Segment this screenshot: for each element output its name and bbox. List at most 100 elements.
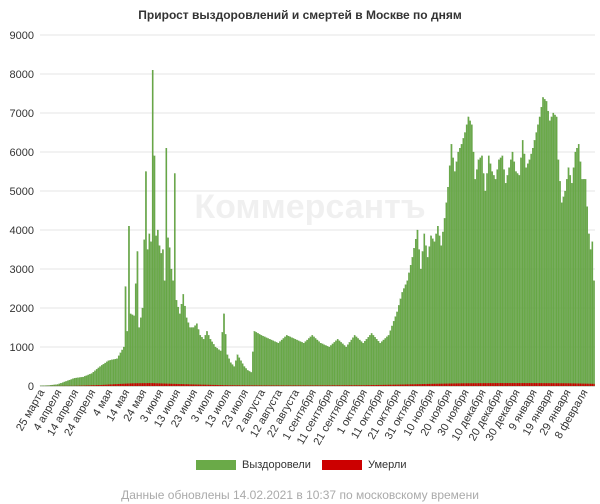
bar-recovered bbox=[331, 343, 334, 387]
y-tick-label: 2000 bbox=[10, 303, 34, 315]
bar-recovered bbox=[60, 383, 62, 387]
bar-recovered bbox=[562, 196, 565, 387]
bar-died bbox=[550, 383, 553, 386]
legend-item-recovered[interactable]: Выздоровели bbox=[196, 459, 311, 471]
bar-recovered bbox=[269, 339, 271, 387]
bar-recovered bbox=[75, 377, 78, 387]
bar-died bbox=[221, 385, 224, 386]
bar-recovered bbox=[477, 159, 480, 387]
bar-died bbox=[377, 384, 380, 386]
bar-died bbox=[571, 383, 573, 386]
bar-died bbox=[172, 383, 174, 386]
bar-died bbox=[241, 385, 244, 386]
bar-died bbox=[477, 383, 480, 386]
bar-recovered bbox=[148, 233, 151, 387]
bar-recovered bbox=[447, 187, 449, 387]
bar-recovered bbox=[460, 144, 463, 387]
bar-died bbox=[428, 383, 431, 386]
bar-died bbox=[277, 385, 280, 386]
bar-died bbox=[350, 385, 352, 386]
bar-recovered bbox=[386, 336, 388, 387]
bar-died bbox=[243, 385, 246, 386]
bar-recovered bbox=[584, 179, 587, 387]
bar-died bbox=[432, 383, 434, 386]
bar-recovered bbox=[89, 374, 91, 387]
bar-recovered bbox=[557, 159, 560, 387]
bar-died bbox=[586, 383, 588, 386]
bar-recovered bbox=[377, 341, 380, 387]
bar-died bbox=[325, 385, 327, 386]
bar-died bbox=[167, 383, 169, 386]
bar-died bbox=[352, 385, 354, 386]
bar-died bbox=[535, 383, 537, 386]
bar-died bbox=[320, 385, 322, 386]
bar-recovered bbox=[326, 346, 329, 387]
bar-died bbox=[109, 384, 111, 386]
bar-recovered bbox=[528, 159, 531, 387]
bar-died bbox=[564, 383, 566, 386]
bar-recovered bbox=[106, 361, 108, 387]
bar-recovered bbox=[309, 336, 312, 387]
bar-died bbox=[304, 385, 307, 386]
bar-recovered bbox=[398, 305, 400, 387]
bar-died bbox=[330, 385, 332, 386]
bar-died bbox=[223, 385, 225, 386]
bar-recovered bbox=[496, 169, 499, 387]
bar-recovered bbox=[223, 313, 225, 387]
bar-died bbox=[576, 383, 578, 386]
bar-recovered bbox=[401, 292, 404, 387]
bar-died bbox=[498, 383, 500, 386]
legend-item-died[interactable]: Умерли bbox=[322, 459, 406, 471]
bar-recovered bbox=[445, 202, 448, 387]
bar-recovered bbox=[576, 148, 578, 387]
bar-recovered bbox=[304, 341, 307, 387]
bar-recovered bbox=[481, 155, 483, 387]
bar-died bbox=[561, 383, 563, 386]
bar-died bbox=[435, 383, 437, 386]
bar-died bbox=[158, 383, 161, 386]
bar-recovered bbox=[367, 337, 370, 387]
bar-recovered bbox=[569, 175, 572, 387]
bar-died bbox=[493, 383, 495, 386]
bar-died bbox=[141, 383, 144, 386]
bar-died bbox=[274, 385, 276, 386]
bar-died bbox=[250, 385, 252, 386]
bar-died bbox=[420, 384, 422, 386]
bar-recovered bbox=[521, 140, 524, 387]
bar-died bbox=[476, 383, 478, 386]
bar-died bbox=[396, 384, 398, 386]
bar-recovered bbox=[413, 248, 415, 387]
bar-recovered bbox=[207, 335, 210, 387]
bar-recovered bbox=[123, 346, 125, 387]
bar-died bbox=[530, 383, 532, 386]
bar-recovered bbox=[286, 335, 288, 387]
bar-died bbox=[391, 384, 393, 386]
bar-died bbox=[182, 384, 184, 386]
y-tick-label: 7000 bbox=[10, 108, 34, 120]
bar-died bbox=[335, 385, 337, 386]
bar-recovered bbox=[394, 316, 397, 387]
bar-recovered bbox=[248, 371, 251, 387]
bar-died bbox=[525, 383, 527, 386]
bar-died bbox=[589, 383, 592, 386]
bar-died bbox=[296, 385, 298, 386]
bar-died bbox=[131, 383, 134, 386]
bar-died bbox=[331, 385, 334, 386]
bar-recovered bbox=[431, 238, 434, 387]
bar-died bbox=[301, 385, 303, 386]
bar-died bbox=[455, 383, 458, 386]
bar-died bbox=[152, 383, 154, 386]
bar-recovered bbox=[78, 377, 81, 387]
bar-recovered bbox=[406, 280, 409, 387]
bar-recovered bbox=[297, 340, 300, 387]
bar-died bbox=[111, 384, 113, 386]
bar-recovered bbox=[214, 346, 217, 387]
bar-recovered bbox=[409, 265, 412, 387]
bar-died bbox=[99, 385, 101, 386]
bar-died bbox=[516, 383, 519, 386]
bar-recovered bbox=[95, 369, 98, 387]
bar-recovered bbox=[252, 351, 254, 387]
bar-recovered bbox=[145, 171, 147, 387]
bar-died bbox=[94, 385, 96, 386]
